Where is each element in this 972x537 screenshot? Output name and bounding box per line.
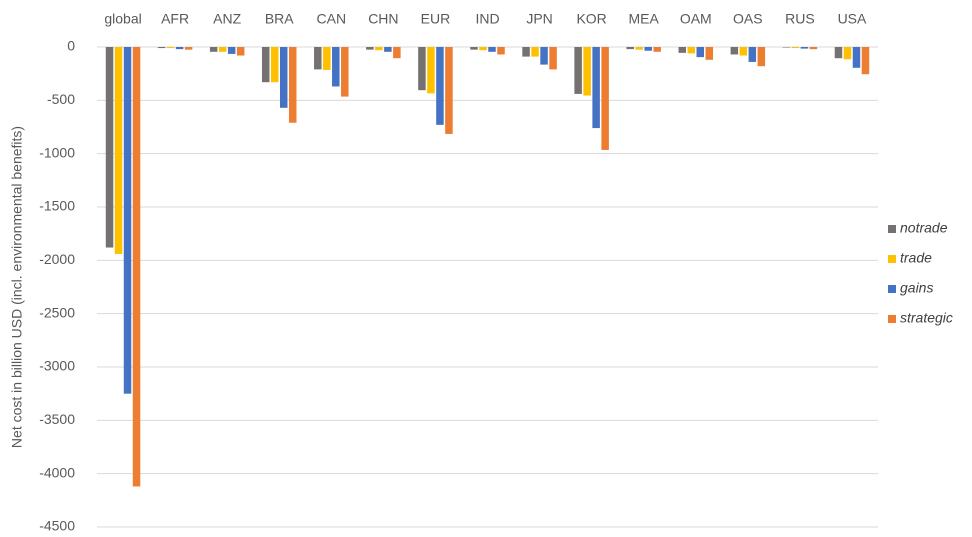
bar [800,47,809,49]
bar [687,47,696,54]
x-tick-label: RUS [785,11,815,27]
x-tick-label: ANZ [213,11,241,27]
bar [678,47,687,53]
legend-label: trade [900,250,932,266]
legend-label: strategic [900,310,953,326]
bar [123,47,132,394]
x-tick-label: BRA [265,11,294,27]
x-tick-label: JPN [526,11,552,27]
bar [497,47,505,55]
bar [270,47,279,83]
bar [540,47,548,65]
bar [809,47,818,50]
legend-swatch [888,255,896,263]
x-tick-label: IND [475,11,499,27]
x-tick-label: EUR [421,11,451,27]
bar [757,47,766,67]
y-tick-label: -4000 [39,464,75,480]
bar [166,47,175,49]
legend-swatch [888,225,896,233]
bar [592,47,600,129]
bar [635,47,643,50]
bar [436,47,444,125]
x-tick-label: MEA [629,11,660,27]
bar [748,47,757,62]
bar [114,47,123,254]
bar [479,47,487,51]
bar [791,47,800,49]
legend-swatch [888,315,896,323]
legend-swatch [888,285,896,293]
bar [549,47,557,70]
bar [852,47,861,68]
bar [427,47,435,94]
bar [730,47,739,55]
bar [384,47,392,52]
legend-label: notrade [900,220,948,236]
y-tick-label: -1000 [39,144,75,160]
bar [843,47,852,60]
bar [227,47,236,54]
x-tick-label: AFR [161,11,189,27]
bar [445,47,453,134]
x-tick-label: USA [838,11,867,27]
bar [366,47,374,50]
bar [157,47,166,49]
y-tick-label: -2000 [39,251,75,267]
y-tick-label: -1500 [39,198,75,214]
bar [522,47,530,57]
x-tick-label: global [104,11,141,27]
bar [739,47,748,56]
legend-label: gains [900,280,933,296]
bar [705,47,714,60]
bar [279,47,288,108]
bar [288,47,297,123]
x-tick-label: KOR [576,11,606,27]
bar [393,47,401,59]
bar [583,47,591,96]
y-tick-label: -2500 [39,304,75,320]
x-tick-label: CAN [317,11,347,27]
bar [323,47,331,70]
bar [175,47,184,50]
bar [861,47,870,75]
x-tick-label: OAS [733,11,763,27]
bar [261,47,270,83]
bar [644,47,652,51]
bar [653,47,661,52]
bar [696,47,705,58]
bar [418,47,426,91]
bar [488,47,496,52]
bar [531,47,539,57]
bar [314,47,322,70]
bar [105,47,114,248]
bar [236,47,245,56]
bar [470,47,478,50]
x-tick-label: OAM [680,11,712,27]
y-tick-label: 0 [67,38,75,54]
bar [782,47,791,48]
y-tick-label: -3000 [39,358,75,374]
bar [132,47,141,487]
bar [218,47,227,52]
bar [341,47,349,97]
bar [332,47,340,87]
bar [574,47,582,94]
bar [209,47,218,52]
y-tick-label: -4500 [39,518,75,534]
y-tick-label: -500 [47,91,75,107]
bar [601,47,609,150]
y-tick-label: -3500 [39,411,75,427]
y-axis-label: Net cost in billion USD (incl. environme… [9,126,25,448]
bar [626,47,634,50]
x-tick-label: CHN [368,11,398,27]
bar [375,47,383,51]
bar [184,47,193,50]
bar [834,47,843,59]
